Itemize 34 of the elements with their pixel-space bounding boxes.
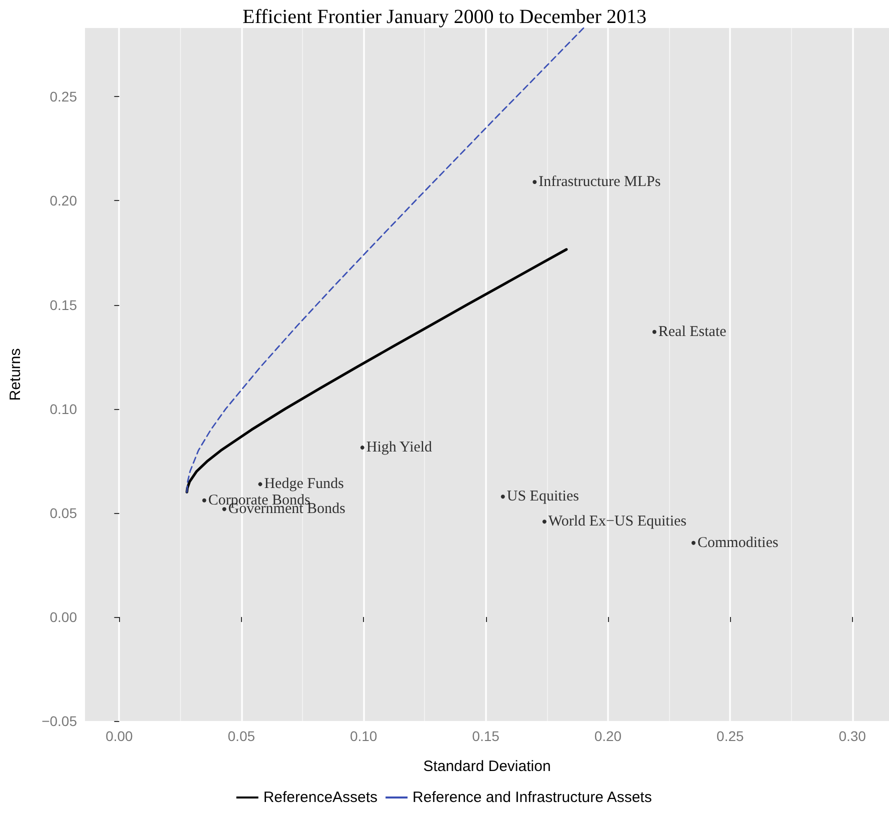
- point: [202, 498, 206, 502]
- point: [258, 482, 262, 486]
- x-tick-label: 0.00: [106, 728, 134, 744]
- data-label: Hedge Funds: [264, 476, 344, 492]
- data-label: Infrastructure MLPs: [538, 174, 661, 190]
- point: [542, 520, 546, 524]
- point: [500, 494, 505, 499]
- chart-title: Efficient Frontier January 2000 to December 2013: [242, 6, 646, 28]
- y-tick-label: 0.00: [50, 608, 78, 625]
- y-tick-label: 0.15: [50, 296, 78, 313]
- data-label: World Ex−US Equities: [548, 514, 687, 530]
- x-tick-label: 0.10: [350, 728, 378, 744]
- y-tick-label: 0.25: [50, 88, 78, 105]
- data-label: Real Estate: [658, 324, 727, 340]
- legend-label: ReferenceAssets: [263, 789, 378, 806]
- y-axis-title: Returns: [7, 348, 24, 401]
- y-tick-label: 0.20: [50, 192, 78, 209]
- x-tick-label: 0.25: [716, 728, 744, 744]
- data-label: US Equities: [506, 488, 580, 505]
- legend-label: Reference and Infrastructure Assets: [412, 789, 652, 806]
- point: [692, 540, 696, 545]
- data-label: Commodities: [698, 534, 778, 551]
- x-tick-label: 0.20: [594, 728, 622, 744]
- x-tick-label: 0.30: [838, 728, 866, 744]
- x-tick-label: 0.05: [228, 728, 256, 744]
- point: [652, 330, 656, 334]
- x-axis-title: Standard Deviation: [423, 758, 551, 775]
- point: [532, 180, 537, 184]
- y-tick-label: 0.05: [50, 504, 78, 521]
- y-tick-label: −0.05: [42, 713, 78, 729]
- y-tick-label: 0.10: [50, 400, 78, 417]
- x-tick-label: 0.15: [472, 728, 500, 744]
- point: [360, 446, 364, 450]
- data-label: High Yield: [366, 440, 433, 456]
